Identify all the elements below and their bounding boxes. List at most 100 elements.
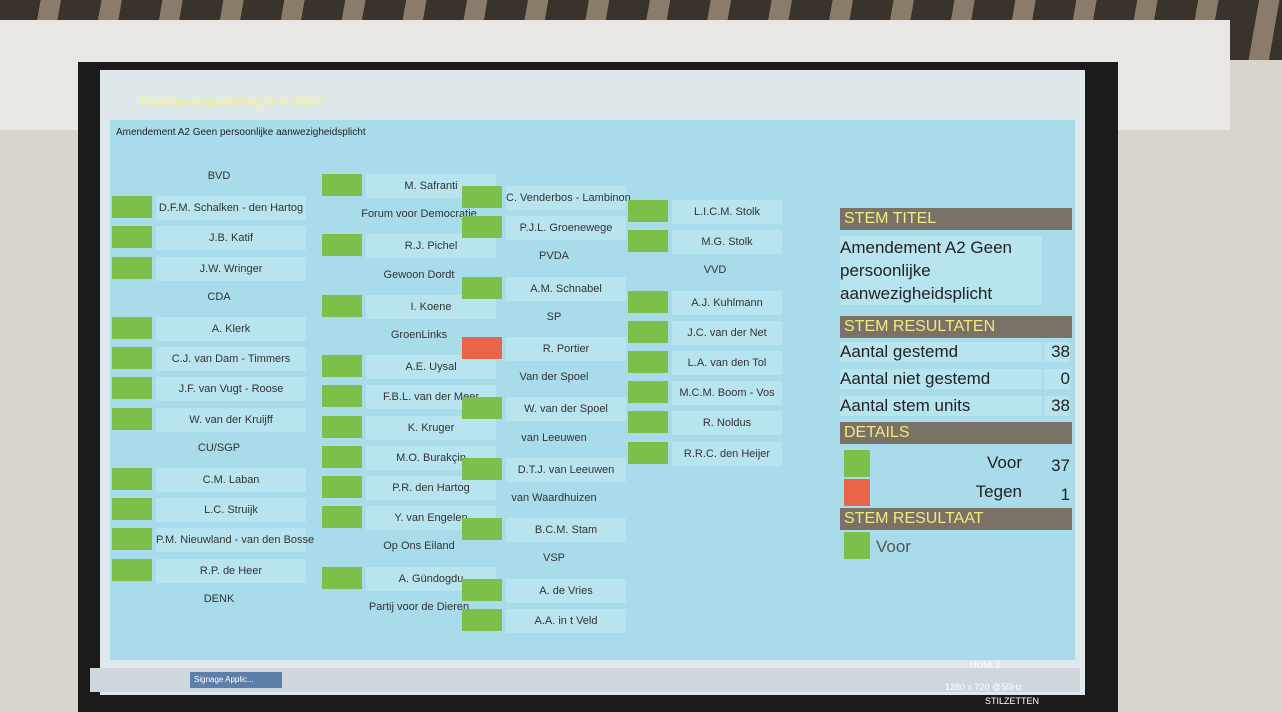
- vote-box: [322, 385, 362, 408]
- detail-value: 37: [1051, 456, 1070, 475]
- vote-box: [112, 196, 152, 219]
- member-name: R. Noldus: [672, 411, 782, 436]
- vote-box: [628, 230, 668, 253]
- member-name: R.P. de Heer: [156, 558, 306, 583]
- vote-box: [462, 397, 502, 420]
- party-name: CU/SGP: [197, 441, 241, 454]
- result-value: 38: [1044, 342, 1070, 362]
- member-name: M.C.M. Boom - Vos: [672, 381, 782, 406]
- vote-box: [112, 468, 152, 490]
- member-name: R.R.C. den Heijer: [672, 441, 782, 466]
- member-name: I. Koene: [366, 294, 496, 319]
- party-name: van Waardhuizen: [511, 492, 597, 504]
- freeze-button[interactable]: STILZETTEN: [985, 696, 1040, 706]
- vote-box: [322, 234, 362, 257]
- member-name: P.J.L. Groenewege: [506, 216, 626, 241]
- member-name: D.F.M. Schalken - den Hartog: [156, 196, 306, 221]
- taskbar-app[interactable]: Signage Applic...: [190, 672, 282, 688]
- member-name: W. van der Kruijff: [156, 407, 306, 432]
- member-name: L.A. van den Tol: [672, 351, 782, 375]
- member-name: J.C. van der Net: [672, 320, 782, 345]
- detail-label: Tegen: [975, 482, 1022, 501]
- vote-box: [462, 276, 502, 299]
- vote-box: [112, 377, 152, 400]
- member-name: A. Klerk: [156, 317, 306, 341]
- result-label: Aantal gestemd: [840, 342, 1042, 362]
- vote-box: [628, 411, 668, 434]
- member-name: W. van der Spoel: [506, 397, 626, 422]
- member-name: C.M. Laban: [156, 468, 306, 492]
- vote-box: [462, 457, 502, 480]
- party-name: van Leeuwen: [521, 431, 587, 444]
- vote-box: [112, 498, 152, 521]
- vote-box: [322, 355, 362, 378]
- outcome-label: Voor: [876, 537, 911, 556]
- detail-value: 1: [1060, 485, 1070, 504]
- member-name: M.G. Stolk: [672, 230, 782, 255]
- party-name: DENK: [203, 592, 235, 605]
- result-value: 38: [1044, 396, 1070, 416]
- vote-box: [112, 528, 152, 551]
- vote-box: [322, 445, 362, 468]
- vote-box: [628, 200, 668, 222]
- party-name: CDA: [207, 290, 231, 303]
- vote-box: [112, 226, 152, 249]
- member-name: B.C.M. Stam: [506, 518, 626, 543]
- panel-heading: STEM TITEL: [840, 208, 1072, 230]
- party-name: GroenLinks: [390, 329, 448, 341]
- vote-box: [628, 351, 668, 373]
- vote-box: [322, 174, 362, 196]
- detail-label: Voor: [987, 453, 1022, 472]
- vote-box: [322, 415, 362, 438]
- vote-box: [322, 566, 362, 589]
- party-name: Op Ons Eiland: [383, 540, 455, 553]
- panel-heading: DETAILS: [840, 422, 1072, 444]
- panel-heading: STEM RESULTATEN: [840, 316, 1072, 338]
- title: Raadsvergadering 9-4-2024: [140, 93, 323, 109]
- subtitle: Amendement A2 Geen persoonlijke aanwezig…: [116, 127, 366, 138]
- member-name: J.F. van Vugt - Roose: [156, 377, 306, 402]
- detail-color: [844, 450, 870, 477]
- member-name: L.I.C.M. Stolk: [672, 200, 782, 224]
- vote-box: [628, 320, 668, 343]
- vote-title: Amendement A2 Geen persoonlijke aanwezig…: [840, 236, 1042, 305]
- panel-heading: STEM RESULTAAT: [840, 508, 1072, 530]
- result-value: 0: [1044, 369, 1070, 389]
- vote-box: [322, 476, 362, 498]
- member-name: A.M. Schnabel: [506, 276, 626, 301]
- member-name: C.J. van Dam - Timmers: [156, 347, 306, 372]
- member-name: A. de Vries: [506, 578, 626, 603]
- vote-box: [322, 294, 362, 317]
- vote-box: [628, 290, 668, 313]
- member-name: P.R. den Hartog: [366, 476, 496, 500]
- vote-box: [628, 441, 668, 464]
- vote-box: [462, 608, 502, 631]
- vote-box: [112, 347, 152, 370]
- vote-box: [462, 578, 502, 601]
- party-name: Forum voor Democratie: [361, 208, 477, 221]
- vote-box: [112, 256, 152, 279]
- member-name: R. Portier: [506, 337, 626, 361]
- member-name: P.M. Nieuwland - van den Bosse: [156, 528, 314, 553]
- member-name: A.J. Kuhlmann: [672, 290, 782, 315]
- party-name: Gewoon Dordt: [383, 268, 455, 281]
- resolution: 1280 x 720 @50Hz: [945, 682, 1023, 692]
- member-name: D.T.J. van Leeuwen: [506, 457, 626, 482]
- vote-box: [112, 317, 152, 339]
- vote-box: [462, 337, 502, 359]
- result-label: Aantal niet gestemd: [840, 369, 1042, 389]
- outcome-color: [844, 532, 870, 559]
- party-name: SP: [546, 310, 562, 323]
- vote-box: [112, 558, 152, 581]
- member-name: A. Gündogdu: [366, 566, 496, 591]
- member-name: J.B. Katif: [156, 226, 306, 251]
- member-name: C. Venderbos - Lambinon: [506, 186, 631, 210]
- party-name: PVDA: [539, 250, 569, 263]
- member-name: K. Kruger: [366, 415, 496, 440]
- vote-box: [112, 407, 152, 430]
- vote-box: [628, 381, 668, 404]
- vote-box: [462, 518, 502, 541]
- party-name: Van der Spoel: [519, 371, 589, 384]
